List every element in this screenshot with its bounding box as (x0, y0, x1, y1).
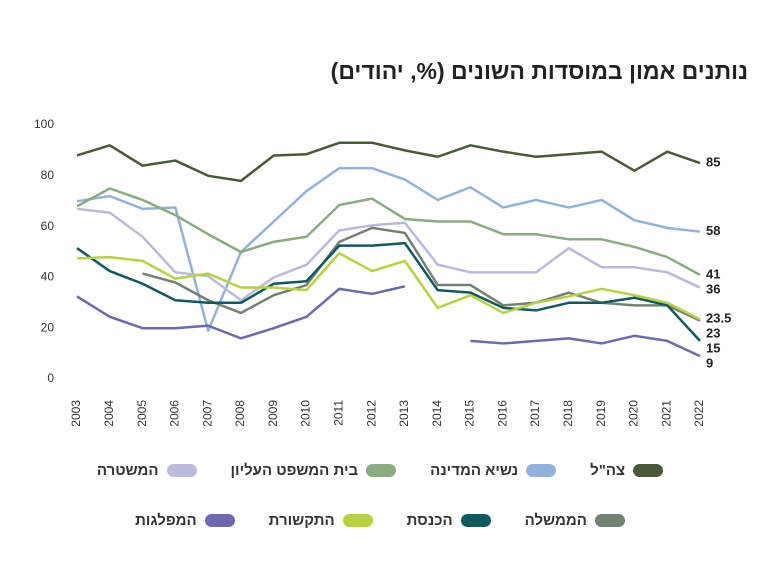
end-label: 41 (706, 266, 720, 281)
x-tick-label: 2020 (627, 400, 641, 427)
x-tick-label: 2016 (495, 400, 509, 427)
series-line (76, 207, 701, 302)
series-line (76, 166, 701, 332)
x-tick-label: 2011 (331, 400, 345, 426)
end-label: 85 (706, 155, 720, 170)
series-line (76, 141, 701, 183)
x-tick-label: 2013 (397, 400, 411, 427)
legend-label: צה"ל (590, 462, 626, 479)
x-tick-label: 2007 (200, 400, 214, 427)
y-tick-label: 60 (41, 219, 55, 233)
legend-label: הכנסת (406, 512, 453, 529)
end-label: 58 (706, 223, 720, 238)
y-tick-label: 100 (34, 117, 54, 131)
x-tick-label: 2005 (135, 400, 149, 427)
legend-item: התקשורת (269, 512, 373, 529)
legend-swatch (342, 514, 373, 527)
legend-swatch (166, 464, 197, 477)
legend-item: נשיא המדינה (430, 462, 557, 479)
x-tick-label: 2003 (69, 400, 83, 427)
chart-title: נותנים אמון במוסדות השונים (%, יהודים) (330, 58, 748, 84)
x-tick-label: 2018 (561, 400, 575, 427)
x-tick-label: 2017 (528, 400, 542, 427)
x-tick-label: 2015 (463, 400, 477, 427)
legend-item: בית המשפט העליון (231, 462, 397, 479)
x-tick-label: 2004 (102, 400, 116, 427)
end-label: 9 (706, 356, 713, 371)
legend-swatch (204, 514, 235, 527)
end-label: 36 (706, 281, 720, 296)
x-tick-label: 2022 (692, 400, 706, 427)
legend-swatch (594, 514, 625, 527)
legend-swatch (460, 514, 491, 527)
end-label: 23 (706, 326, 720, 341)
end-label: 15 (706, 341, 720, 356)
x-tick-label: 2012 (364, 400, 378, 427)
end-label: 23.5 (706, 311, 731, 326)
legend-item: המפלגות (135, 512, 235, 529)
x-tick-label: 2010 (299, 400, 313, 427)
legend-swatch (526, 464, 557, 477)
y-tick-label: 20 (41, 320, 55, 334)
y-tick-label: 40 (41, 270, 55, 284)
series-line (76, 285, 701, 358)
x-tick-label: 2019 (594, 400, 608, 427)
legend-swatch (633, 464, 664, 477)
series-line (76, 241, 701, 342)
legend: הממשלה הכנסת התקשורת המפלגות (90, 512, 670, 529)
legend-item: צה"ל (590, 462, 664, 479)
legend-item: הממשלה (525, 512, 625, 529)
x-tick-label: 2014 (430, 400, 444, 427)
legend-label: התקשורת (268, 512, 335, 529)
y-tick-label: 0 (47, 371, 54, 385)
legend-label: המשטרה (96, 462, 159, 479)
x-tick-label: 2008 (233, 400, 247, 427)
legend-swatch (366, 464, 397, 477)
y-tick-label: 80 (41, 168, 55, 182)
legend-label: בית המשפט העליון (230, 462, 359, 479)
legend-item: הכנסת (407, 512, 491, 529)
legend-item: המשטרה (97, 462, 197, 479)
legend-label: הממשלה (524, 512, 587, 529)
legend-label: המפלגות (135, 512, 197, 529)
legend: צה"ל נשיא המדינה בית המשפט העליון המשטרה (90, 462, 670, 479)
series-line (76, 252, 701, 321)
x-tick-label: 2009 (266, 400, 280, 427)
series-line (142, 226, 701, 322)
legend-label: נשיא המדינה (430, 462, 519, 479)
x-tick-label: 2021 (659, 400, 673, 427)
x-tick-label: 2006 (168, 400, 182, 427)
series-line (76, 187, 701, 276)
